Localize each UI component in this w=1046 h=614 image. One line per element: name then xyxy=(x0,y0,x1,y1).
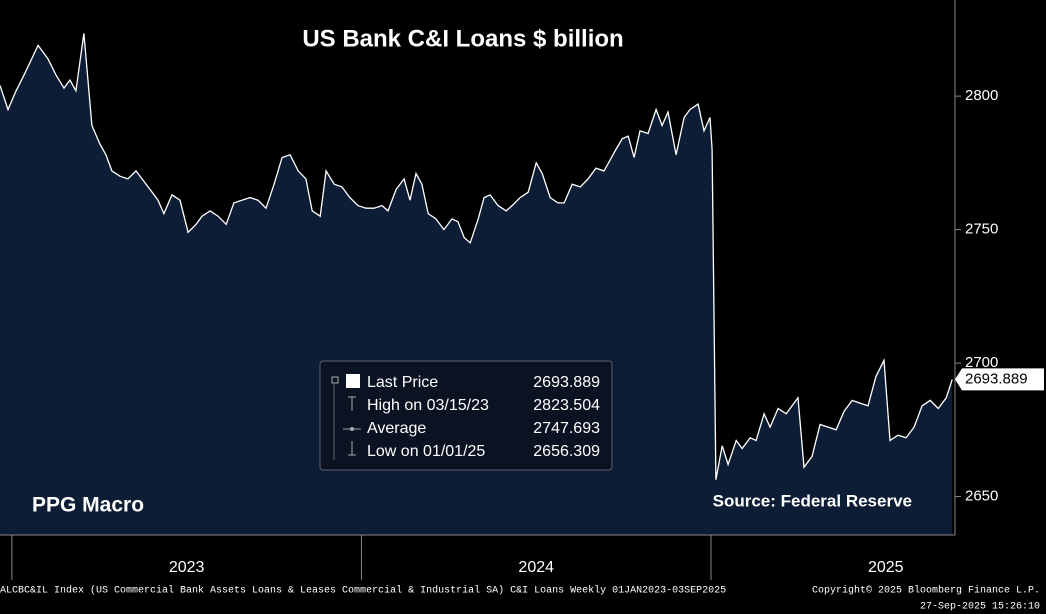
last-value-label: 2693.889 xyxy=(965,370,1028,387)
legend-label: High on 03/15/23 xyxy=(367,397,489,414)
legend-icon xyxy=(348,441,356,456)
y-tick-label: 2750 xyxy=(965,221,998,238)
legend-value: 2747.693 xyxy=(533,420,600,437)
y-tick-label: 2700 xyxy=(965,354,998,371)
x-tick-label: 2023 xyxy=(169,559,205,576)
legend-value: 2823.504 xyxy=(533,397,600,414)
plot-area xyxy=(0,33,953,536)
source: Source: Federal Reserve xyxy=(713,491,912,510)
legend-label: Last Price xyxy=(367,374,438,391)
legend-icon xyxy=(331,376,339,384)
watermark: PPG Macro xyxy=(32,494,144,517)
legend-value: 2656.309 xyxy=(533,443,600,460)
legend-value: 2693.889 xyxy=(533,374,600,391)
x-tick-label: 2024 xyxy=(518,559,554,576)
legend-label: Average xyxy=(367,420,426,437)
footer: ALCBC&IL Index (US Commercial Bank Asset… xyxy=(0,585,726,597)
legend-icon xyxy=(348,396,356,411)
legend-label: Low on 01/01/25 xyxy=(367,443,485,460)
legend: Last Price 2693.889 xyxy=(319,360,613,471)
area xyxy=(0,33,953,536)
legend-swatch xyxy=(346,374,360,388)
x-tick-label: 2025 xyxy=(868,559,904,576)
chart-title: US Bank C&I Loans $ billion xyxy=(302,25,623,52)
timestamp: 27-Sep-2025 15:26:10 xyxy=(920,602,1040,613)
copyright: Copyright© 2025 Bloomberg Finance L.P. xyxy=(812,585,1040,597)
y-tick-label: 2650 xyxy=(965,488,998,505)
line xyxy=(0,33,953,480)
y-tick-label: 2800 xyxy=(965,87,998,104)
legend-box xyxy=(319,360,613,471)
last-value-tag xyxy=(955,368,1044,391)
legend-icon xyxy=(350,427,354,431)
